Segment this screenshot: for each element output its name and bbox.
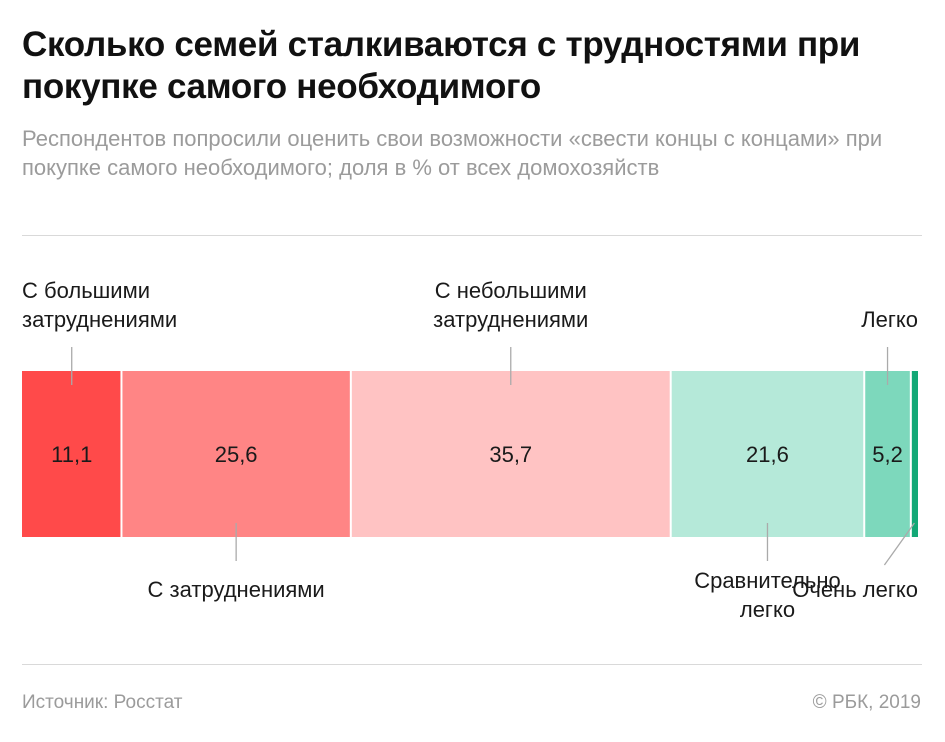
copyright-note: © РБК, 2019 [812, 692, 921, 713]
bar-segment-1 [22, 371, 122, 537]
bar-segment-6 [910, 371, 918, 537]
stacked-bar-chart: 11,1 С большими затруднениями 25,6 С затрудн… [22, 278, 918, 622]
bottom-divider [22, 664, 922, 665]
category-label: легко [740, 597, 795, 622]
category-label: Легко [861, 307, 918, 332]
leader-line [883, 522, 915, 566]
value-label: 11,1 [51, 442, 92, 467]
category-label: затруднениями [433, 307, 588, 332]
category-label: С небольшими [435, 278, 587, 303]
bar-segment-2 [121, 371, 351, 537]
category-label: С большими [22, 278, 150, 303]
top-divider [22, 235, 922, 236]
bar-segment-4 [670, 371, 865, 537]
value-label: 21,6 [746, 442, 789, 467]
source-note: Источник: Росстат [22, 692, 183, 713]
chart-title: Сколько семей сталкиваются с трудностями… [22, 25, 861, 106]
value-label: 35,7 [489, 442, 532, 467]
category-label: С затруднениями [148, 577, 325, 602]
category-label: Сравнительно [694, 568, 841, 593]
category-label: Очень легко [792, 577, 918, 602]
value-label: 25,6 [215, 442, 258, 467]
value-label: 5,2 [872, 442, 903, 467]
category-label: затруднениями [22, 307, 177, 332]
chart-subtitle: Респондентов попросили оценить свои возм… [22, 126, 883, 180]
bar-segment-3 [350, 371, 671, 537]
bar-segment-5 [864, 371, 911, 537]
